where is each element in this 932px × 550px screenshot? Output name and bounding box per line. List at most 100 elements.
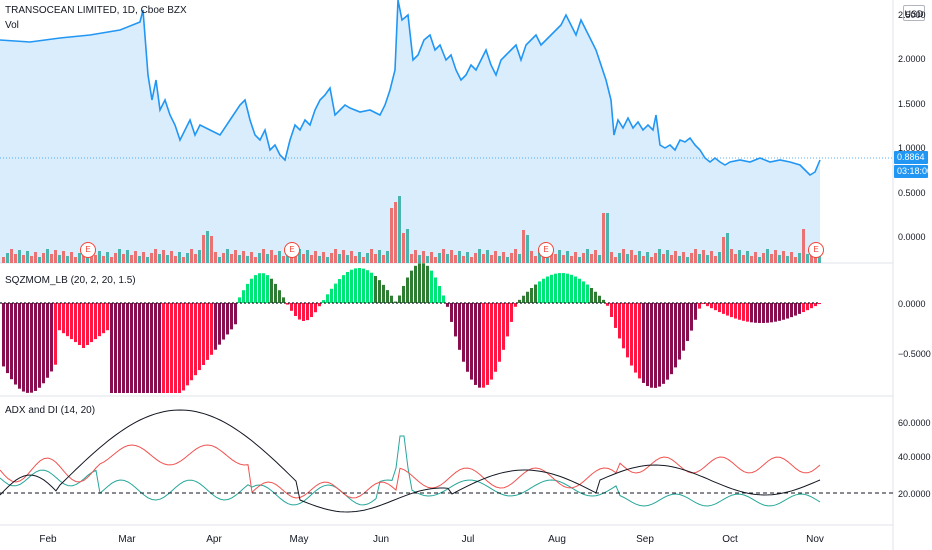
volume-bar — [262, 249, 265, 263]
sqzmom-bar — [582, 281, 585, 303]
volume-bar — [698, 254, 701, 263]
volume-bar — [782, 251, 785, 263]
sqzmom-bar — [662, 303, 665, 384]
x-axis-label: Nov — [806, 534, 824, 545]
price-axis-label: 1.5000 — [898, 99, 926, 109]
volume-label: Vol — [5, 20, 19, 31]
volume-bar — [574, 252, 577, 263]
volume-bar — [734, 254, 737, 263]
volume-bar — [310, 255, 313, 263]
volume-bar — [586, 249, 589, 263]
last-price-tag: 0.8864 — [894, 151, 928, 164]
volume-bar — [78, 253, 81, 263]
sqzmom-bar — [26, 303, 29, 393]
sqzmom-bar — [150, 303, 153, 393]
earnings-marker[interactable]: E — [284, 242, 300, 258]
volume-bar — [462, 256, 465, 263]
volume-bar — [346, 255, 349, 263]
volume-bar — [142, 252, 145, 263]
volume-bar — [506, 257, 509, 263]
volume-bar — [330, 253, 333, 263]
price-line — [0, 0, 821, 177]
sqzmom-bar — [622, 303, 625, 349]
volume-bar — [786, 256, 789, 263]
volume-bar — [434, 257, 437, 263]
volume-bar — [614, 257, 617, 263]
sqzmom-bar — [102, 303, 105, 334]
volume-bar — [322, 252, 325, 263]
x-axis-label: Oct — [722, 534, 738, 545]
volume-bar — [814, 255, 817, 263]
volume-bar — [570, 256, 573, 263]
currency-button[interactable]: USD — [903, 5, 925, 21]
sqzmom-bar — [274, 283, 277, 303]
earnings-marker[interactable]: E — [538, 242, 554, 258]
sqzmom-bar — [498, 303, 501, 362]
x-axis-label: Sep — [636, 534, 654, 545]
volume-bar — [594, 250, 597, 263]
volume-bar — [458, 251, 461, 263]
volume-bar — [638, 251, 641, 263]
volume-bar — [790, 252, 793, 263]
volume-bar — [566, 251, 569, 263]
volume-bar — [774, 250, 777, 263]
sqzmom-bar — [654, 303, 657, 388]
volume-bar — [422, 251, 425, 263]
sqzmom-bar — [62, 303, 65, 334]
volume-bar — [758, 257, 761, 263]
volume-bar — [694, 249, 697, 263]
volume-bar — [302, 254, 305, 263]
sqzmom-bar — [50, 303, 53, 372]
volume-bar — [290, 257, 293, 263]
volume-bar — [298, 249, 301, 263]
volume-bar — [746, 251, 749, 263]
sqzmom-bar — [46, 303, 49, 378]
volume-bar — [690, 253, 693, 263]
sqzmom-bar — [398, 295, 401, 303]
volume-bar — [282, 256, 285, 263]
sqzmom-axis-label: −0.5000 — [898, 349, 931, 359]
volume-bar — [446, 254, 449, 263]
sqzmom-bar — [434, 277, 437, 303]
volume-bar — [766, 249, 769, 263]
volume-bar — [178, 252, 181, 263]
volume-bar — [326, 257, 329, 263]
sqzmom-bar — [486, 303, 489, 385]
sqzmom-bar — [262, 273, 265, 303]
sqzmom-bar — [530, 288, 533, 303]
volume-bar — [334, 249, 337, 263]
volume-bar — [442, 249, 445, 263]
volume-bar — [478, 249, 481, 263]
volume-bar — [22, 255, 25, 263]
sqzmom-bar — [482, 303, 485, 388]
volume-bar — [126, 250, 129, 263]
volume-bar — [286, 252, 289, 263]
sqzmom-bar — [506, 303, 509, 337]
x-axis-label: May — [289, 534, 309, 545]
volume-bar — [546, 253, 549, 263]
volume-bar — [74, 257, 77, 263]
volume-bar — [250, 252, 253, 263]
sqzmom-bar — [762, 303, 765, 323]
volume-bar — [714, 256, 717, 263]
volume-bar — [726, 233, 729, 263]
adx-line — [0, 409, 821, 513]
sqzmom-bar — [514, 303, 517, 307]
volume-bar — [414, 250, 417, 263]
sqzmom-bar — [422, 263, 425, 303]
sqzmom-bar — [642, 303, 645, 383]
volume-bar — [702, 250, 705, 263]
volume-bar — [454, 255, 457, 263]
volume-bar — [246, 256, 249, 263]
volume-bar — [274, 255, 277, 263]
volume-bar — [238, 255, 241, 263]
volume-bar — [230, 254, 233, 263]
sqzmom-bar — [142, 303, 145, 393]
sqzmom-bar — [126, 303, 129, 393]
sqzmom-bar — [710, 303, 713, 309]
earnings-marker[interactable]: E — [80, 242, 96, 258]
adx-title: ADX and DI (14, 20) — [5, 405, 96, 416]
earnings-marker[interactable]: E — [808, 242, 824, 258]
sqzmom-bar — [258, 273, 261, 303]
